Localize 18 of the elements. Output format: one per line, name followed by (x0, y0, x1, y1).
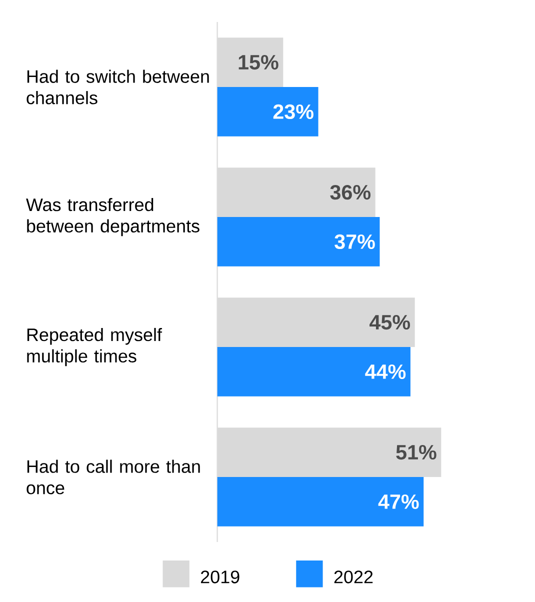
data-label: 15% (239, 55, 279, 70)
bar (218, 477, 424, 526)
legend-label: 2019 (201, 570, 240, 584)
legend-label: 2022 (334, 570, 373, 584)
bar (218, 347, 411, 396)
data-label: 37% (334, 234, 376, 250)
data-label: 44% (365, 364, 406, 379)
y-tick-label: Was transferred between departments (26, 198, 200, 236)
y-tick-label: Had to call more than once (26, 460, 200, 494)
y-tick-label: Had to switch between channels (26, 70, 210, 104)
bar (218, 87, 318, 136)
data-label: 23% (274, 104, 314, 120)
y-tick-label: Repeated myself multiple times (27, 328, 162, 366)
bar (218, 217, 380, 266)
data-label: 47% (378, 494, 419, 509)
data-label: 45% (370, 315, 410, 330)
data-label: 36% (330, 184, 371, 200)
data-label: 51% (396, 445, 437, 460)
